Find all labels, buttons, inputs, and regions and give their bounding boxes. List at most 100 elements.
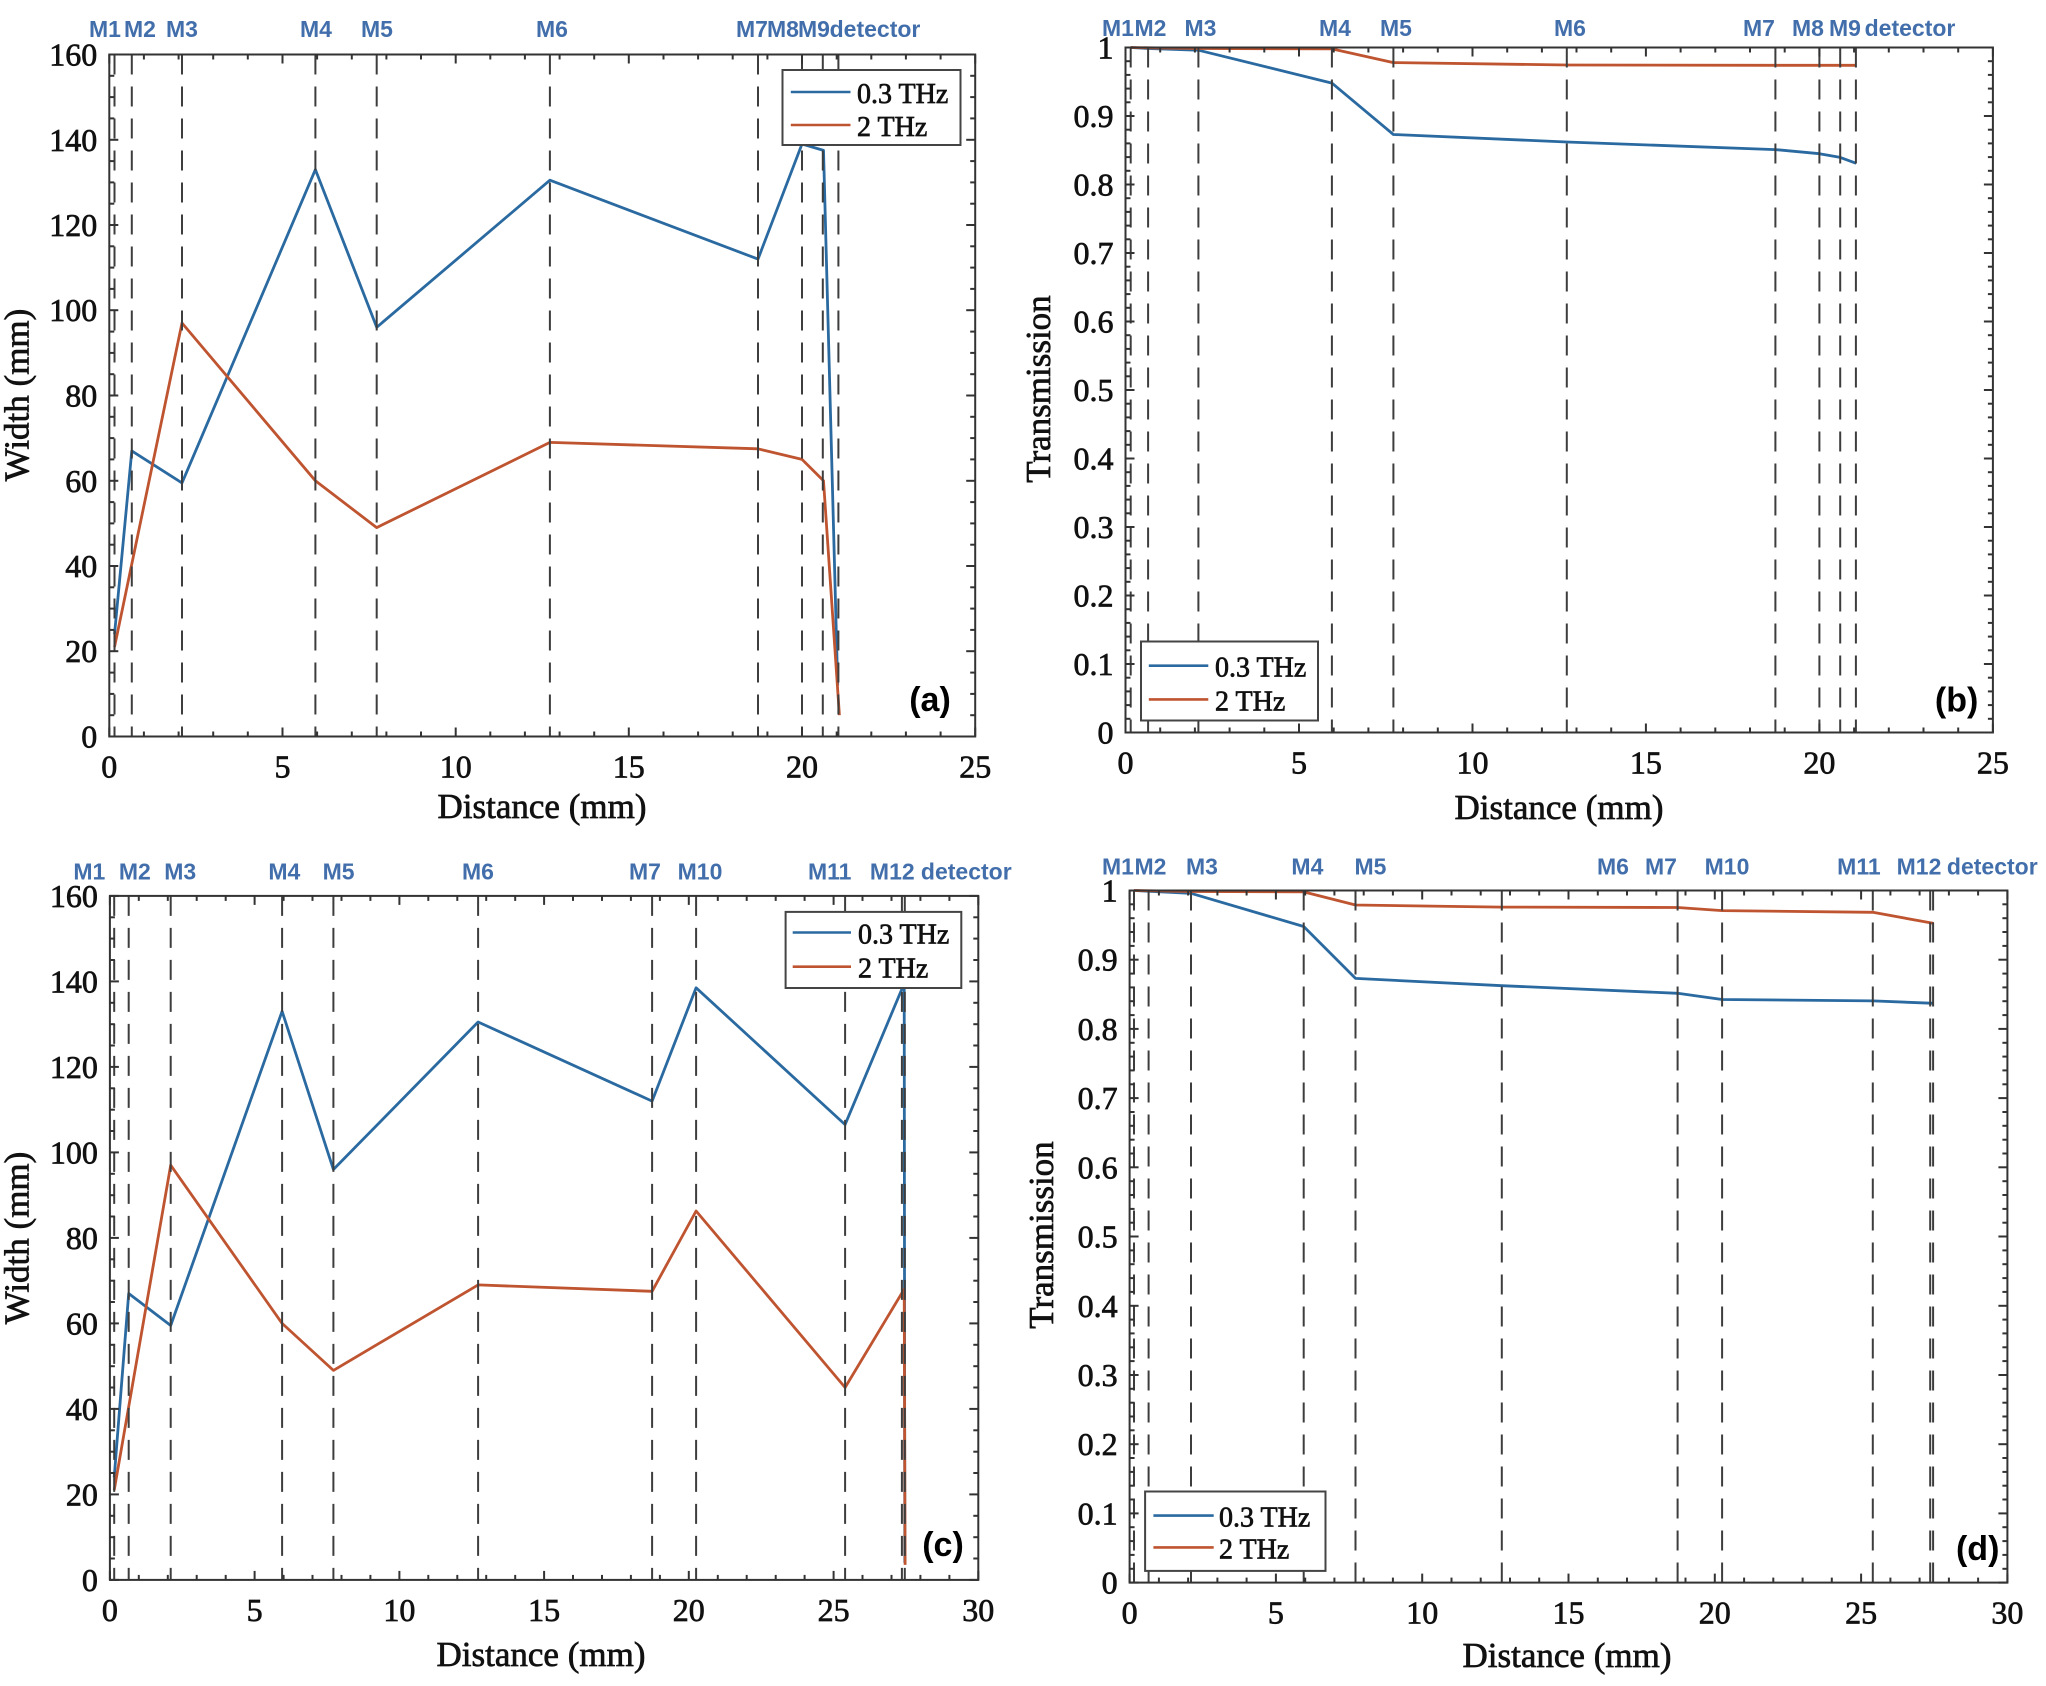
svg-text:5: 5 (247, 1592, 263, 1628)
svg-text:2 THz: 2 THz (857, 112, 927, 143)
svg-text:0.1: 0.1 (1078, 1495, 1118, 1531)
svg-text:Transmission: Transmission (1022, 1141, 1061, 1328)
svg-text:100: 100 (50, 1134, 98, 1170)
svg-text:160: 160 (50, 878, 98, 914)
svg-text:0.9: 0.9 (1078, 942, 1118, 978)
svg-text:M1: M1 (73, 859, 105, 885)
svg-text:M3: M3 (1186, 854, 1218, 880)
svg-text:20: 20 (66, 1476, 98, 1512)
svg-text:M5: M5 (361, 16, 393, 42)
svg-text:M2: M2 (1135, 854, 1167, 880)
svg-text:M10: M10 (1705, 854, 1750, 880)
svg-text:5: 5 (275, 749, 291, 785)
svg-text:5: 5 (1268, 1595, 1284, 1631)
svg-text:1: 1 (1098, 30, 1114, 66)
svg-text:15: 15 (528, 1592, 560, 1628)
svg-text:2 THz: 2 THz (858, 954, 928, 985)
svg-text:0.4: 0.4 (1074, 441, 1114, 477)
svg-text:M5: M5 (323, 859, 355, 885)
svg-text:detector: detector (921, 859, 1012, 885)
svg-text:M6: M6 (1554, 15, 1586, 41)
svg-text:0.6: 0.6 (1074, 304, 1114, 340)
svg-text:0.8: 0.8 (1074, 167, 1114, 203)
svg-text:detector: detector (830, 16, 921, 42)
svg-text:detector: detector (1865, 15, 1956, 41)
svg-text:0.7: 0.7 (1074, 235, 1114, 271)
svg-text:25: 25 (818, 1592, 850, 1628)
svg-text:M7: M7 (1743, 15, 1775, 41)
svg-text:M1: M1 (1102, 854, 1134, 880)
svg-text:M8: M8 (767, 16, 799, 42)
svg-text:0.9: 0.9 (1074, 98, 1114, 134)
svg-text:30: 30 (962, 1592, 994, 1628)
svg-text:M6: M6 (462, 859, 494, 885)
svg-text:M10: M10 (678, 859, 723, 885)
svg-text:Width (mm): Width (mm) (0, 1152, 37, 1325)
svg-text:M12: M12 (870, 859, 915, 885)
svg-text:M5: M5 (1380, 15, 1412, 41)
svg-text:80: 80 (66, 1220, 98, 1256)
svg-text:10: 10 (1457, 745, 1489, 781)
svg-text:Distance (mm): Distance (mm) (437, 1635, 646, 1674)
svg-text:M4: M4 (300, 16, 332, 42)
svg-text:0: 0 (81, 719, 97, 755)
svg-text:120: 120 (49, 207, 97, 243)
svg-text:M12: M12 (1897, 854, 1942, 880)
svg-text:Width (mm): Width (mm) (0, 309, 37, 482)
svg-text:0.5: 0.5 (1074, 372, 1114, 408)
svg-text:M4: M4 (1291, 854, 1323, 880)
svg-text:M1: M1 (1102, 15, 1134, 41)
svg-text:M7: M7 (736, 16, 768, 42)
svg-text:0.1: 0.1 (1074, 646, 1114, 682)
svg-text:(d): (d) (1956, 1530, 1999, 1568)
svg-text:25: 25 (959, 749, 991, 785)
svg-text:0: 0 (82, 1562, 98, 1598)
svg-text:25: 25 (1845, 1595, 1877, 1631)
svg-text:Transmission: Transmission (1019, 295, 1058, 482)
svg-text:2 THz: 2 THz (1219, 1534, 1289, 1565)
svg-text:15: 15 (613, 749, 645, 785)
svg-text:0: 0 (101, 749, 117, 785)
svg-text:1: 1 (1102, 873, 1118, 909)
svg-text:40: 40 (65, 548, 97, 584)
svg-text:0.4: 0.4 (1078, 1288, 1118, 1324)
svg-text:80: 80 (65, 378, 97, 414)
svg-text:M3: M3 (1185, 15, 1217, 41)
svg-text:30: 30 (1991, 1595, 2023, 1631)
svg-text:20: 20 (65, 633, 97, 669)
svg-text:2 THz: 2 THz (1215, 686, 1285, 717)
svg-text:0.7: 0.7 (1078, 1080, 1118, 1116)
svg-text:0.3: 0.3 (1078, 1357, 1118, 1393)
svg-text:0.2: 0.2 (1074, 578, 1114, 614)
svg-text:M2: M2 (119, 859, 151, 885)
svg-text:40: 40 (66, 1391, 98, 1427)
svg-text:100: 100 (49, 292, 97, 328)
svg-text:M5: M5 (1355, 854, 1387, 880)
svg-text:M1: M1 (89, 16, 121, 42)
svg-text:M3: M3 (164, 859, 196, 885)
svg-text:20: 20 (1803, 745, 1835, 781)
svg-text:0.8: 0.8 (1078, 1011, 1118, 1047)
svg-text:M6: M6 (536, 16, 568, 42)
svg-text:120: 120 (50, 1049, 98, 1085)
svg-text:15: 15 (1630, 745, 1662, 781)
svg-text:M9: M9 (1829, 15, 1861, 41)
svg-text:M2: M2 (124, 16, 156, 42)
svg-text:(a): (a) (909, 681, 951, 719)
svg-text:M4: M4 (1319, 15, 1351, 41)
svg-text:5: 5 (1291, 745, 1307, 781)
svg-text:M2: M2 (1135, 15, 1167, 41)
svg-text:detector: detector (1947, 854, 2038, 880)
svg-text:0.6: 0.6 (1078, 1149, 1118, 1185)
svg-text:Distance (mm): Distance (mm) (1463, 1636, 1672, 1675)
svg-text:Distance (mm): Distance (mm) (438, 787, 647, 826)
svg-text:M8: M8 (1792, 15, 1824, 41)
svg-text:20: 20 (1699, 1595, 1731, 1631)
svg-text:0: 0 (1102, 1565, 1118, 1601)
svg-text:0: 0 (1122, 1595, 1138, 1631)
svg-text:M3: M3 (166, 16, 198, 42)
svg-text:60: 60 (65, 463, 97, 499)
svg-text:140: 140 (50, 963, 98, 999)
svg-text:0: 0 (1098, 715, 1114, 751)
svg-text:10: 10 (440, 749, 472, 785)
